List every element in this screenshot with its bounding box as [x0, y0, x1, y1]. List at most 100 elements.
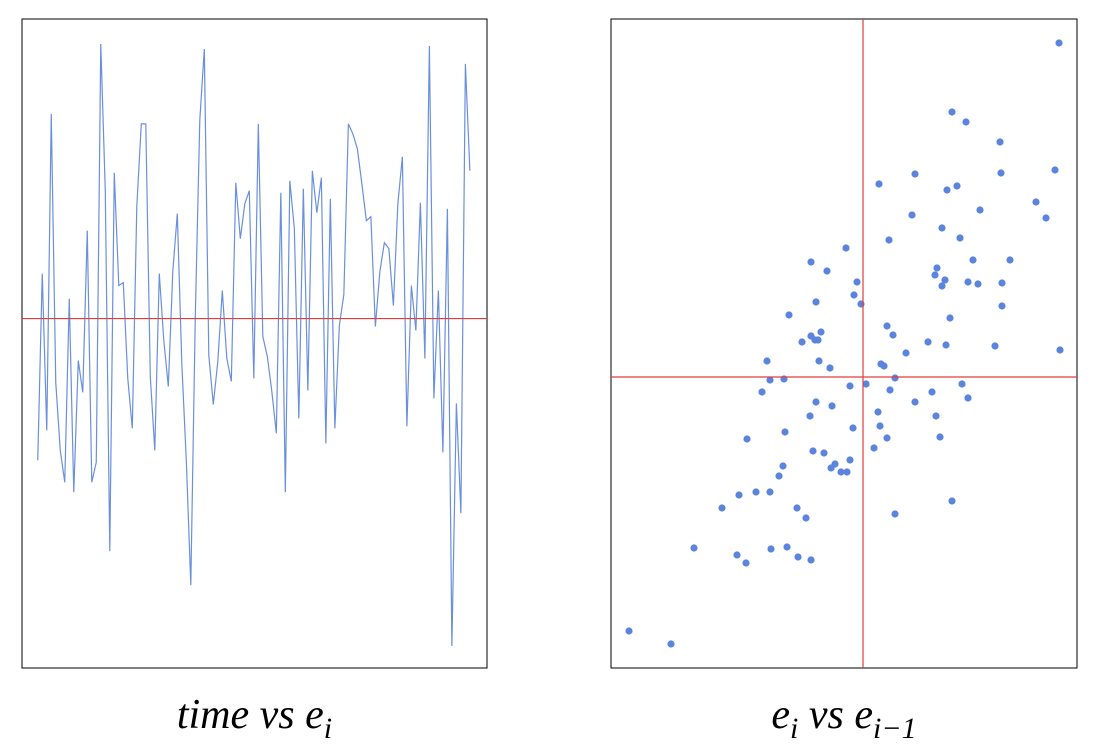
scatter-point: [775, 472, 783, 480]
scatter-point: [924, 338, 932, 346]
scatter-point: [849, 424, 857, 432]
scatter-point: [875, 180, 883, 188]
scatter-point: [766, 376, 774, 384]
scatter-point: [798, 338, 806, 346]
scatter-point: [812, 398, 820, 406]
scatter-point: [948, 108, 956, 116]
caption-subscript: i−1: [873, 712, 917, 745]
caption-text: e: [771, 692, 790, 738]
scatter-point: [793, 504, 801, 512]
scatter-point: [743, 435, 751, 443]
scatter-point: [853, 278, 861, 286]
scatter-point: [928, 388, 936, 396]
scatter-point: [880, 362, 888, 370]
scatter-point: [827, 464, 835, 472]
scatter-point: [889, 331, 897, 339]
scatter-point: [752, 488, 760, 496]
scatter-point: [667, 640, 675, 648]
scatter-point: [974, 280, 982, 288]
scatter-point: [733, 551, 741, 559]
scatter-point: [767, 545, 775, 553]
scatter-point: [938, 282, 946, 290]
scatter-point: [1006, 256, 1014, 264]
scatter-point: [956, 234, 964, 242]
scatter-point: [846, 456, 854, 464]
scatter-point: [891, 374, 899, 382]
scatter-point: [783, 543, 791, 551]
scatter-point: [842, 244, 850, 252]
scatter-point: [837, 468, 845, 476]
scatter-point: [953, 182, 961, 190]
scatter-point: [876, 422, 884, 430]
scatter-point: [998, 279, 1006, 287]
scatter-point: [1055, 39, 1063, 47]
scatter-point: [932, 412, 940, 420]
scatter-point: [826, 364, 834, 372]
scatter-point: [802, 514, 810, 522]
caption-subscript: i: [790, 712, 798, 745]
scatter-point: [997, 169, 1005, 177]
scatter-point: [969, 256, 977, 264]
scatter-point: [874, 408, 882, 416]
scatter-point: [883, 434, 891, 442]
scatter-point: [1056, 346, 1064, 354]
scatter-point: [820, 449, 828, 457]
residual-line: [37, 43, 471, 647]
scatter-point: [964, 278, 972, 286]
scatter-point: [938, 224, 946, 232]
scatter-point: [718, 504, 726, 512]
scatter-point: [883, 322, 891, 330]
scatter-point: [766, 488, 774, 496]
scatter-point: [936, 433, 944, 441]
scatter-point: [806, 412, 814, 420]
scatter-point: [814, 336, 822, 344]
scatter-point: [885, 236, 893, 244]
scatter-point: [933, 264, 941, 272]
scatter-point: [843, 468, 851, 476]
scatter-point: [815, 357, 823, 365]
scatter-point: [886, 386, 894, 394]
scatter-point: [911, 398, 919, 406]
scatter-point: [991, 342, 999, 350]
scatter-point: [1042, 214, 1050, 222]
axis-caption: ei vs ei−1: [771, 692, 916, 745]
scatter-point: [908, 211, 916, 219]
scatter-point: [785, 311, 793, 319]
scatter-point: [998, 302, 1006, 310]
plot-frame: [610, 18, 1078, 669]
scatter-point: [735, 491, 743, 499]
scatter-point: [763, 357, 771, 365]
scatter-point: [946, 314, 954, 322]
scatter-point: [948, 497, 956, 505]
scatter-point: [846, 382, 854, 390]
scatter-point: [942, 341, 950, 349]
plot-frame: [21, 18, 488, 669]
scatter-point: [870, 444, 878, 452]
scatter-point: [794, 553, 802, 561]
scatter-point: [931, 271, 939, 279]
scatter-point: [807, 258, 815, 266]
caption-text: time vs e: [177, 692, 324, 738]
scatter-point: [742, 559, 750, 567]
axis-caption: time vs ei: [177, 692, 332, 745]
caption-subscript: i: [324, 712, 332, 745]
scatter-point: [690, 544, 698, 552]
scatter-point: [943, 186, 951, 194]
scatter-point: [976, 206, 984, 214]
scatter-point: [779, 462, 787, 470]
scatter-point: [996, 138, 1004, 146]
scatter-point: [911, 170, 919, 178]
caption-text: vs e: [798, 692, 873, 738]
scatter-point: [941, 276, 949, 284]
scatter-point: [758, 388, 766, 396]
scatter-point: [964, 394, 972, 402]
scatter-point: [625, 627, 633, 635]
scatter-point: [1051, 166, 1059, 174]
scatter-point: [812, 298, 820, 306]
scatter-point: [823, 267, 831, 275]
scatter-point: [958, 380, 966, 388]
scatter-point: [817, 328, 825, 336]
scatter-point: [962, 118, 970, 126]
scatter-point: [828, 402, 836, 410]
